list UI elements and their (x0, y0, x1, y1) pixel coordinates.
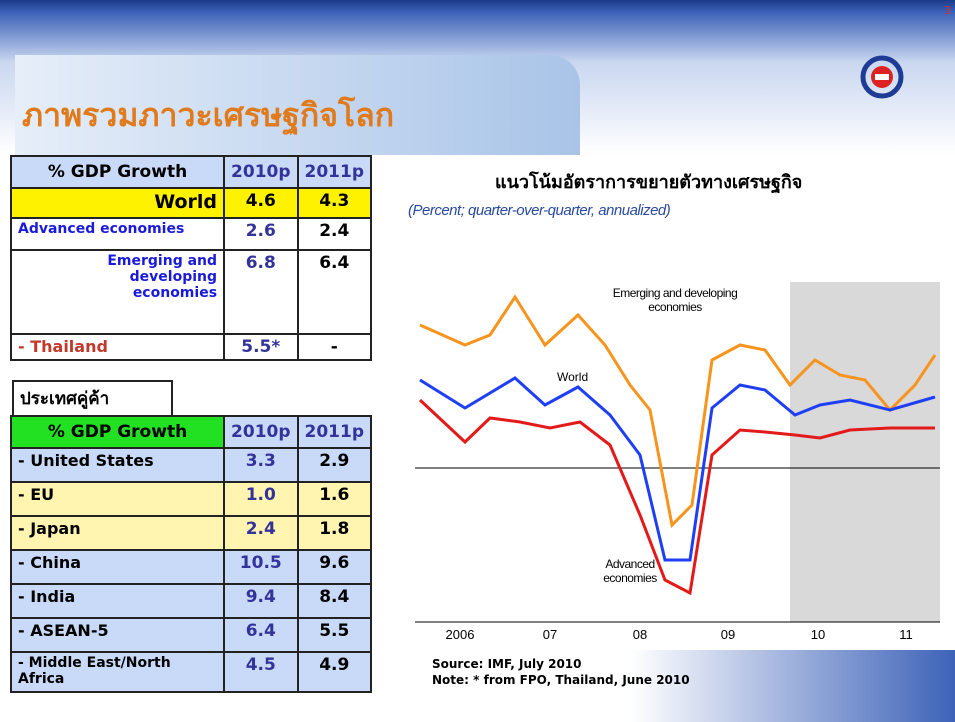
header-cell: 2010p (223, 415, 299, 449)
x-label: 09 (720, 627, 736, 642)
row: Advanced economies 2.6 2.4 (9, 217, 373, 251)
value-cell: 10.5 (223, 549, 299, 585)
forecast-shade (790, 282, 940, 622)
value-cell: 6.8 (223, 249, 299, 335)
source-box (415, 650, 955, 722)
value-cell: 8.4 (296, 583, 373, 619)
gdp-table: % GDP Growth 2010p 2011p World 4.6 4.3 Advance… (9, 155, 373, 361)
row: - EU 1.0 1.6 (9, 481, 373, 517)
row: World 4.6 4.3 (9, 187, 373, 219)
value-cell: 2.4 (223, 515, 299, 551)
partners-table: % GDP Growth 2010p 2011p - United States 3.3… (9, 415, 373, 693)
value-cell: 4.9 (296, 651, 373, 693)
value-cell: 2.9 (296, 447, 373, 483)
chart-subtitle: (Percent; quarter-over-quarter, annualiz… (408, 202, 671, 219)
value-cell: 2.4 (296, 217, 373, 251)
annotation: World (557, 370, 589, 384)
annotation: Emerging and developing economies (612, 286, 738, 314)
x-label: 2006 (445, 627, 475, 642)
value-cell: 9.6 (296, 549, 373, 585)
source: Source: IMF, July 2010 (432, 657, 582, 671)
label-cell: Emerging and developing economies (9, 249, 226, 335)
advanced-line (418, 398, 935, 596)
logo (860, 55, 904, 99)
header-cell: 2010p (223, 155, 299, 189)
row: - China 10.5 9.6 (9, 549, 373, 585)
x-label: 10 (810, 627, 826, 642)
value-cell: 2.6 (223, 217, 299, 251)
world-line (419, 376, 936, 562)
value-cell: 3.3 (223, 447, 299, 483)
label-cell: - Thailand (9, 333, 226, 361)
value-cell: - (296, 333, 373, 361)
label-cell: - China (9, 549, 226, 585)
value-cell: 4.6 (223, 187, 299, 219)
chart (415, 282, 940, 623)
header-cell: % GDP Growth (9, 415, 226, 449)
row: - ASEAN-5 6.4 5.5 (9, 617, 373, 653)
label-cell: - United States (9, 447, 226, 483)
x-label: 08 (632, 627, 648, 642)
label-cell: - ASEAN-5 (9, 617, 226, 653)
value-cell: 1.6 (296, 481, 373, 517)
value-cell: 1.8 (296, 515, 373, 551)
row: - Thailand 5.5* - (9, 333, 373, 361)
header-row: % GDP Growth 2010p 2011p (9, 415, 373, 449)
label-cell: - Middle East/North Africa (9, 651, 226, 693)
header-cell: 2011p (296, 415, 373, 449)
title-panel (15, 55, 580, 155)
partners-label: ประเทศคู่ค้า (12, 380, 173, 417)
page-number: 3 (944, 4, 951, 17)
slide-title: ภาพรวมภาวะเศรษฐกิจโลก (22, 96, 395, 134)
header-cell: % GDP Growth (9, 155, 226, 189)
value-cell: 6.4 (223, 617, 299, 653)
value-cell: 4.5 (223, 651, 299, 693)
header-row: % GDP Growth 2010p 2011p (9, 155, 373, 189)
value-cell: 4.3 (296, 187, 373, 219)
row: - United States 3.3 2.9 (9, 447, 373, 483)
label-cell: - India (9, 583, 226, 619)
header-cell: 2011p (296, 155, 373, 189)
row: - Middle East/North Africa 4.5 4.9 (9, 651, 373, 693)
label-cell: World (9, 187, 226, 219)
label-cell: - Japan (9, 515, 226, 551)
label-cell: Advanced economies (9, 217, 226, 251)
value-cell: 6.4 (296, 249, 373, 335)
label-cell: - EU (9, 481, 226, 517)
value-cell: 5.5* (223, 333, 299, 361)
row: Emerging and developing economies 6.8 6.4 (9, 249, 373, 335)
value-cell: 9.4 (223, 583, 299, 619)
emerging-line (419, 294, 937, 529)
row: - Japan 2.4 1.8 (9, 515, 373, 551)
chart-title: แนวโน้มอัตราการขยายตัวทางเศรษฐกิจ (495, 172, 803, 193)
row: - India 9.4 8.4 (9, 583, 373, 619)
annotation: Advanced economies (603, 557, 657, 585)
x-label: 07 (542, 627, 558, 642)
x-label: 11 (899, 627, 913, 642)
note: Note: * from FPO, Thailand, June 2010 (432, 673, 690, 687)
value-cell: 1.0 (223, 481, 299, 517)
value-cell: 5.5 (296, 617, 373, 653)
